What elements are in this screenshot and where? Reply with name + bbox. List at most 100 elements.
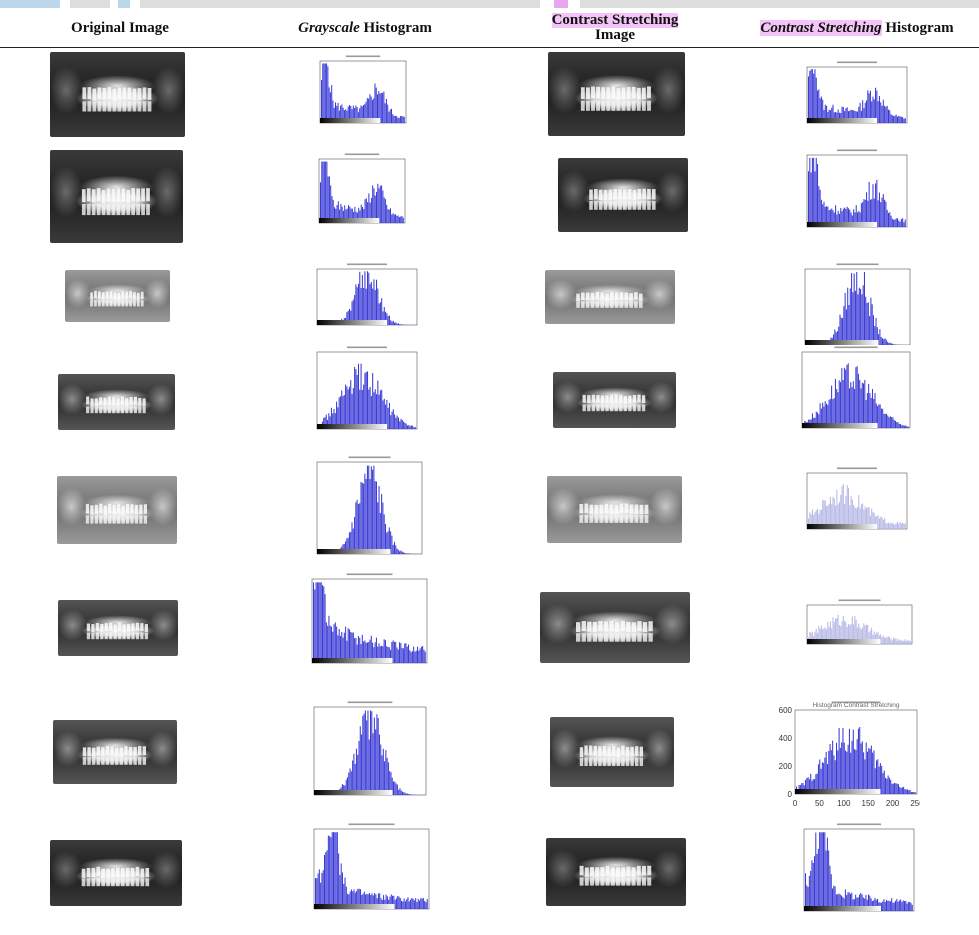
histogram-bar: [387, 209, 389, 223]
tooth-mark: [112, 406, 116, 414]
tooth-mark: [126, 189, 131, 203]
histogram-bar: [339, 636, 341, 663]
histogram-bar: [829, 398, 831, 428]
histogram-bar: [840, 208, 842, 227]
tooth-mark: [96, 746, 100, 756]
histogram-bar: [342, 210, 344, 223]
histogram-bar: [401, 791, 404, 795]
histogram-bar: [886, 637, 888, 644]
tooth-mark: [86, 406, 90, 414]
histogram-bar: [844, 111, 846, 123]
histogram-bar: [873, 631, 875, 644]
tooth-mark: [116, 397, 120, 406]
histogram-bar: [419, 900, 421, 909]
tooth-mark: [91, 757, 96, 765]
histogram-bar: [336, 401, 338, 429]
histogram-bar: [365, 478, 367, 554]
histogram-bar: [849, 209, 851, 227]
histogram-bar: [816, 853, 818, 911]
tooth-mark: [614, 404, 618, 412]
histogram-bar: [377, 502, 379, 554]
histogram-bar: [843, 306, 845, 345]
original-xray-image-6: [58, 600, 178, 656]
histogram-bar: [878, 766, 880, 794]
histogram-bar: [385, 98, 387, 123]
tooth-mark: [147, 101, 152, 112]
tooth-mark: [136, 203, 140, 216]
tooth-mark: [103, 406, 107, 414]
tooth-mark: [631, 867, 636, 877]
histogram-bar: [914, 792, 916, 794]
histogram-bar: [908, 790, 910, 794]
histogram-bar: [850, 109, 852, 123]
tooth-mark: [116, 188, 121, 202]
histogram-bar: [846, 485, 848, 529]
histogram-bar: [323, 161, 325, 223]
histogram-bar: [363, 891, 365, 909]
histogram-bar: [384, 640, 386, 663]
histogram-bar: [347, 537, 349, 554]
tooth-mark: [610, 292, 614, 300]
histogram-bar: [336, 626, 338, 663]
histogram-bar: [847, 363, 849, 428]
tooth-mark: [101, 878, 105, 887]
tooth-mark: [623, 200, 627, 210]
histogram-bar: [829, 865, 831, 911]
tooth-mark: [642, 188, 646, 199]
histogram-bar: [404, 901, 406, 909]
histogram-bar: [365, 894, 367, 909]
histogram-bar: [381, 389, 383, 429]
histogram-bar: [903, 222, 905, 227]
histogram-bar: [874, 897, 876, 911]
histogram-bar: [880, 634, 882, 644]
histogram-bar: [877, 515, 879, 529]
histogram-bar: [850, 624, 852, 644]
histogram-bar: [383, 514, 385, 554]
histogram-bar: [869, 515, 871, 529]
tooth-mark: [135, 632, 140, 640]
tooth-mark: [598, 200, 603, 210]
tooth-mark: [630, 746, 634, 757]
histogram-bar: [328, 615, 330, 663]
y-tick-label: 400: [779, 734, 793, 743]
histogram-bar: [833, 885, 835, 911]
tooth-mark: [605, 866, 610, 876]
histogram-bar: [415, 898, 417, 909]
histogram-bar: [368, 892, 370, 909]
tooth-mark: [141, 188, 145, 202]
histogram-bar: [834, 886, 836, 911]
cs-xray-image-1: [548, 52, 685, 136]
tooth-mark: [121, 203, 126, 216]
tooth-mark: [107, 101, 112, 112]
histogram-bar: [818, 186, 820, 227]
histogram-bar: [871, 900, 873, 911]
histogram-bar: [869, 895, 871, 911]
tooth-mark: [118, 622, 122, 631]
histogram-bar: [856, 627, 858, 644]
tooth-mark: [623, 404, 628, 412]
grayscale-gradient-strip: [317, 320, 387, 325]
histogram-bar: [396, 784, 398, 795]
histogram-bar: [865, 742, 867, 794]
header-grayscale-rest: Histogram: [359, 19, 432, 36]
histogram-bar: [399, 551, 401, 554]
histogram-bar: [814, 779, 816, 794]
histogram-bar: [853, 899, 855, 911]
histogram-bar: [871, 508, 873, 529]
histogram-bar: [884, 338, 886, 345]
tooth-mark: [608, 189, 613, 200]
histogram-bar: [346, 386, 348, 429]
tooth-mark: [140, 291, 144, 300]
histogram-bar: [341, 784, 343, 795]
histogram-bar: [382, 748, 384, 795]
histogram-bar: [369, 386, 371, 429]
histogram-bar: [813, 515, 815, 529]
histogram-bar: [357, 283, 360, 325]
histogram-bar: [866, 392, 868, 428]
histogram-bar: [871, 101, 873, 123]
histogram-bar: [880, 202, 882, 227]
cs-xray-image-6: [540, 592, 690, 663]
histogram-bar: [361, 106, 363, 123]
tooth-mark: [631, 633, 637, 642]
tooth-mark: [101, 300, 105, 307]
